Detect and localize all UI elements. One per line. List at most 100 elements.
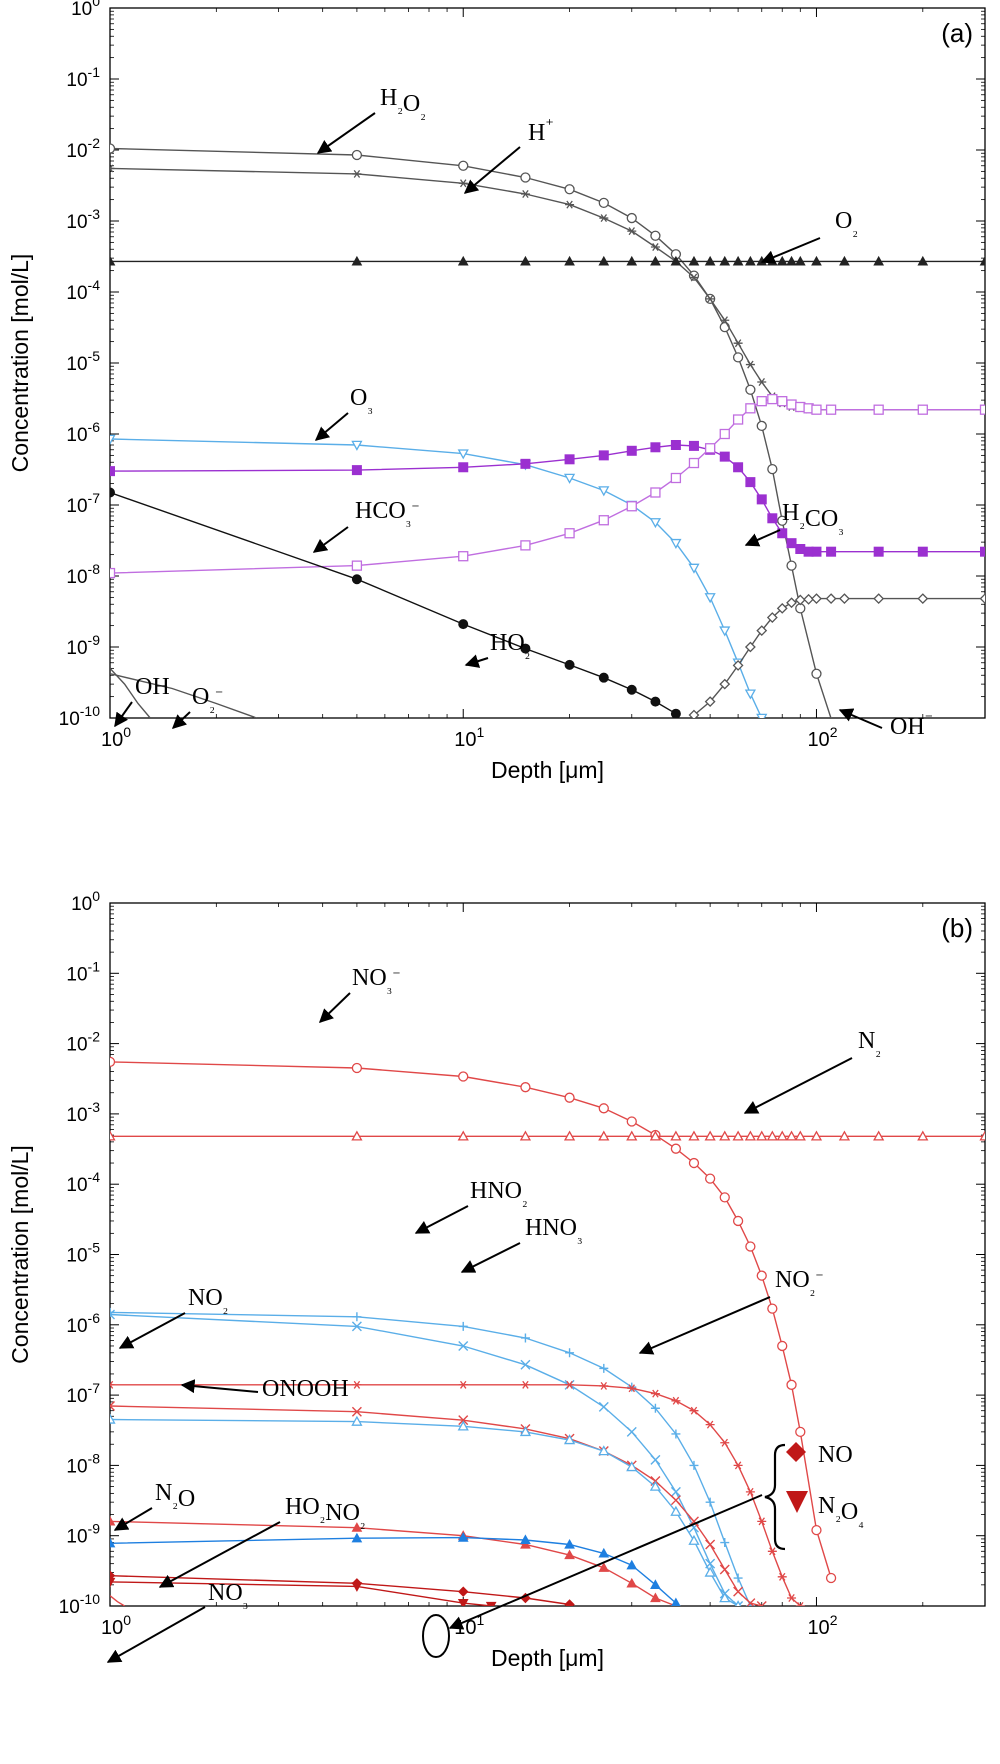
data-point (520, 172, 531, 183)
data-point (351, 440, 363, 451)
data-point (803, 593, 815, 605)
data-point (777, 515, 788, 526)
data-point (351, 1130, 363, 1141)
data-point (520, 1380, 530, 1389)
data-point (825, 1572, 837, 1584)
data-point (794, 1130, 806, 1141)
data-point (520, 190, 530, 198)
annotation-o2-minus: O₂⁻ (171, 684, 223, 729)
data-point (767, 513, 778, 524)
annotation-label: N₂O₄ (818, 1493, 864, 1529)
data-point (917, 255, 929, 266)
data-point (917, 1130, 929, 1141)
data-point (776, 1130, 788, 1141)
y-tick-label: 10-8 (66, 1450, 100, 1477)
data-point (520, 1082, 531, 1093)
plot-area (110, 1056, 985, 1606)
series-o2 (110, 255, 985, 266)
data-point (839, 593, 850, 605)
annotation-o3: O₃ (314, 385, 373, 441)
data-point (704, 1130, 716, 1141)
data-point (794, 255, 806, 266)
annotation-label: NO₃⁻ (352, 965, 401, 995)
data-point (563, 1434, 576, 1445)
series-no (110, 1570, 575, 1606)
y-tick-label: 10-4 (66, 1169, 100, 1196)
data-point (777, 396, 788, 407)
series-line (110, 438, 763, 718)
plot-area (110, 143, 985, 718)
data-point (458, 1586, 469, 1597)
data-point (650, 487, 661, 498)
data-point (650, 1579, 661, 1589)
data-point (777, 528, 788, 539)
data-point (688, 440, 699, 451)
series-line (110, 1575, 570, 1606)
data-point (979, 255, 985, 266)
y-tick-label: 10-5 (66, 1240, 100, 1267)
data-point (670, 1495, 681, 1506)
data-point (744, 641, 756, 653)
data-point (352, 1312, 362, 1322)
data-point (811, 668, 822, 679)
data-point (351, 1532, 363, 1543)
data-point (705, 294, 715, 303)
data-point (458, 1340, 469, 1351)
data-point (520, 458, 531, 469)
data-point (733, 1586, 744, 1597)
data-point (704, 593, 716, 604)
y-axis (110, 902, 985, 1607)
series-n2 (110, 1130, 985, 1141)
data-point (732, 1215, 744, 1227)
data-point (520, 1534, 531, 1545)
y-tick-label: 10-3 (66, 1099, 100, 1126)
data-point (599, 214, 609, 223)
data-point (733, 1601, 744, 1606)
series-line (110, 1595, 125, 1606)
data-point (688, 457, 700, 469)
y-axis (110, 7, 985, 719)
series-line (110, 1405, 762, 1606)
data-point (626, 501, 637, 512)
data-point (704, 443, 716, 454)
series-n2o4 (110, 1577, 497, 1606)
data-point (756, 625, 768, 637)
data-point (520, 1333, 530, 1343)
data-point (650, 230, 661, 241)
data-point (626, 1461, 638, 1472)
series-line (110, 1384, 801, 1606)
chart-b: 100 10-1 10-2 10-3 10-4 10-5 10-6 10-7 10-8 10-9 1… (7, 888, 986, 1671)
data-point (719, 451, 730, 462)
data-point (110, 164, 115, 173)
data-point (825, 593, 837, 605)
data-point (351, 1062, 363, 1074)
annotation-label: O₂ (835, 208, 858, 238)
data-point (670, 708, 681, 718)
data-point (563, 1130, 576, 1141)
data-point (598, 450, 609, 461)
data-point (458, 179, 468, 188)
data-point (786, 255, 797, 266)
data-point (598, 1130, 610, 1141)
data-point (458, 160, 469, 171)
data-point (719, 678, 731, 690)
annotation-label: H₂O₂ (380, 85, 426, 121)
y-tick-label: 10-3 (66, 206, 100, 233)
data-point (720, 1438, 730, 1447)
data-point (705, 1539, 716, 1550)
series-oh (110, 667, 151, 718)
plot-frame (109, 7, 986, 719)
data-point (457, 1130, 469, 1141)
data-point (756, 420, 767, 432)
annotation-label: O₃ (350, 385, 373, 415)
data-point (745, 1598, 756, 1606)
data-point (110, 1309, 115, 1320)
annotation-n2: N₂ (743, 1028, 881, 1114)
data-point (564, 1549, 575, 1560)
data-point (786, 1379, 797, 1390)
data-point (649, 1130, 662, 1141)
data-point (110, 434, 116, 445)
data-point (733, 339, 743, 348)
data-point (457, 449, 469, 460)
data-point (786, 560, 797, 571)
